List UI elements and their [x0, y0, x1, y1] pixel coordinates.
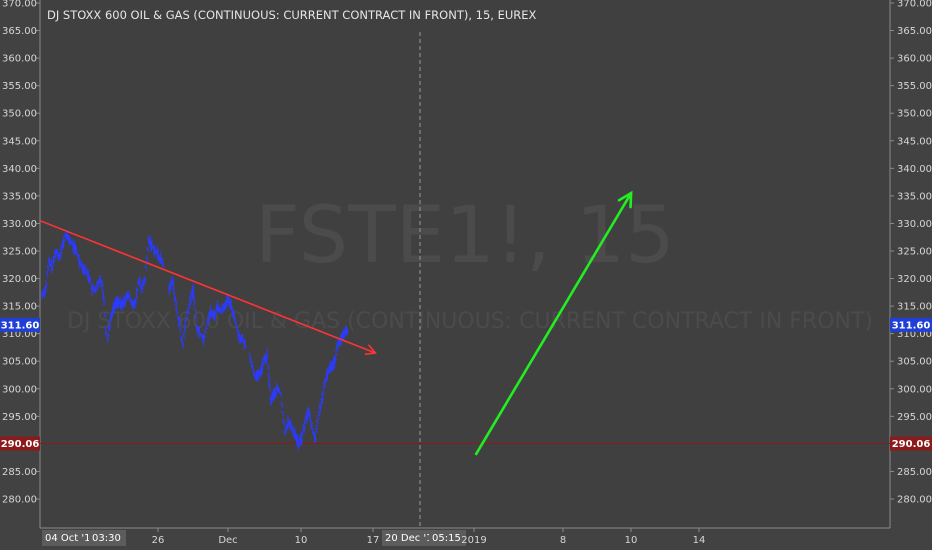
- right-tick-label: 360.00: [897, 54, 932, 65]
- left-tick-label: 320.00: [2, 274, 37, 285]
- right-tick-label: 355.00: [897, 81, 932, 92]
- right-tick-label: 350.00: [897, 109, 932, 120]
- right-tick-label: 365.00: [897, 26, 932, 37]
- axes: 370.00 370.00 365.00 365.00 360.00 360.00 355.…: [2, 0, 932, 528]
- reference-lines: [40, 32, 890, 528]
- right-tick-label: 325.00: [897, 247, 932, 258]
- symbol-watermark: FSTE1!, 15: [255, 191, 675, 281]
- left-tick-label: 365.00: [2, 26, 37, 37]
- price-tag-left-label: 290.06: [1, 439, 40, 450]
- time-axis-label[interactable]: 03:30: [92, 533, 121, 544]
- time-axis-label[interactable]: 20 Dec '18: [385, 533, 439, 544]
- right-tick-label: 315.00: [897, 302, 932, 313]
- right-tick-label: 320.00: [897, 274, 932, 285]
- time-axis-label[interactable]: 05:15: [432, 533, 461, 544]
- right-tick-label: 305.00: [897, 357, 932, 368]
- trendlines[interactable]: [39, 190, 633, 456]
- time-axis-label[interactable]: 10: [625, 535, 638, 546]
- price-tag-right-label: 311.60: [892, 320, 931, 331]
- left-tick-label: 330.00: [2, 219, 37, 230]
- right-tick-label: 335.00: [897, 191, 932, 202]
- time-axis-label[interactable]: Dec: [218, 535, 237, 546]
- left-tick-label: 340.00: [2, 164, 37, 175]
- price-tag-left: [0, 317, 40, 332]
- left-tick-label: 315.00: [2, 302, 37, 313]
- price-tag-right: [890, 436, 932, 451]
- left-tick-label: 280.00: [2, 495, 37, 506]
- time-axis-highlight: [89, 530, 126, 546]
- plot-area[interactable]: [40, 0, 890, 528]
- chart-title: DJ STOXX 600 OIL & GAS (CONTINUOUS: CURR…: [47, 8, 537, 22]
- right-tick-label: 280.00: [897, 495, 932, 506]
- time-axis-label[interactable]: 2019: [461, 535, 486, 546]
- price-tag-right-label: 290.06: [892, 439, 931, 450]
- time-axis-highlight: [429, 530, 466, 546]
- left-tick-label: 360.00: [2, 54, 37, 65]
- right-tick-label: 300.00: [897, 384, 932, 395]
- price-tag-right: [890, 317, 932, 332]
- left-tick-label: 310.00: [2, 329, 37, 340]
- time-axis-label[interactable]: 26: [152, 535, 165, 546]
- right-tick-label: 345.00: [897, 136, 932, 147]
- left-tick-label: 370.00: [2, 0, 37, 10]
- right-tick-label: 330.00: [897, 219, 932, 230]
- time-axis-label[interactable]: 17: [367, 535, 380, 546]
- description-watermark: DJ STOXX 600 OIL & GAS (CONTINUOUS: CURR…: [67, 309, 873, 334]
- left-tick-label: 305.00: [2, 357, 37, 368]
- trendline[interactable]: [39, 219, 376, 354]
- price-tag-left: [0, 436, 40, 451]
- trendline[interactable]: [474, 192, 633, 456]
- price-series[interactable]: [40, 229, 349, 451]
- right-tick-label: 340.00: [897, 164, 932, 175]
- time-axis-label[interactable]: 14: [693, 535, 706, 546]
- right-tick-label: 370.00: [897, 0, 932, 10]
- trendline-arrowhead: [617, 190, 633, 209]
- left-tick-label: 355.00: [2, 81, 37, 92]
- left-tick-label: 285.00: [2, 467, 37, 478]
- price-tags: 311.60 311.60 290.06 290.06: [0, 317, 932, 451]
- right-tick-label: 295.00: [897, 412, 932, 423]
- left-tick-label: 350.00: [2, 109, 37, 120]
- left-tick-label: 325.00: [2, 247, 37, 258]
- time-axis-label[interactable]: 8: [560, 535, 566, 546]
- left-tick-label: 300.00: [2, 384, 37, 395]
- price-tag-left-label: 311.60: [1, 320, 40, 331]
- right-tick-label: 285.00: [897, 467, 932, 478]
- left-tick-label: 295.00: [2, 412, 37, 423]
- time-axis-label[interactable]: 10: [295, 535, 308, 546]
- time-axis-label[interactable]: 04 Oct '18: [45, 533, 97, 544]
- left-tick-label: 335.00: [2, 191, 37, 202]
- right-tick-label: 310.00: [897, 329, 932, 340]
- trendline-arrowhead: [364, 344, 377, 355]
- left-tick-label: 345.00: [2, 136, 37, 147]
